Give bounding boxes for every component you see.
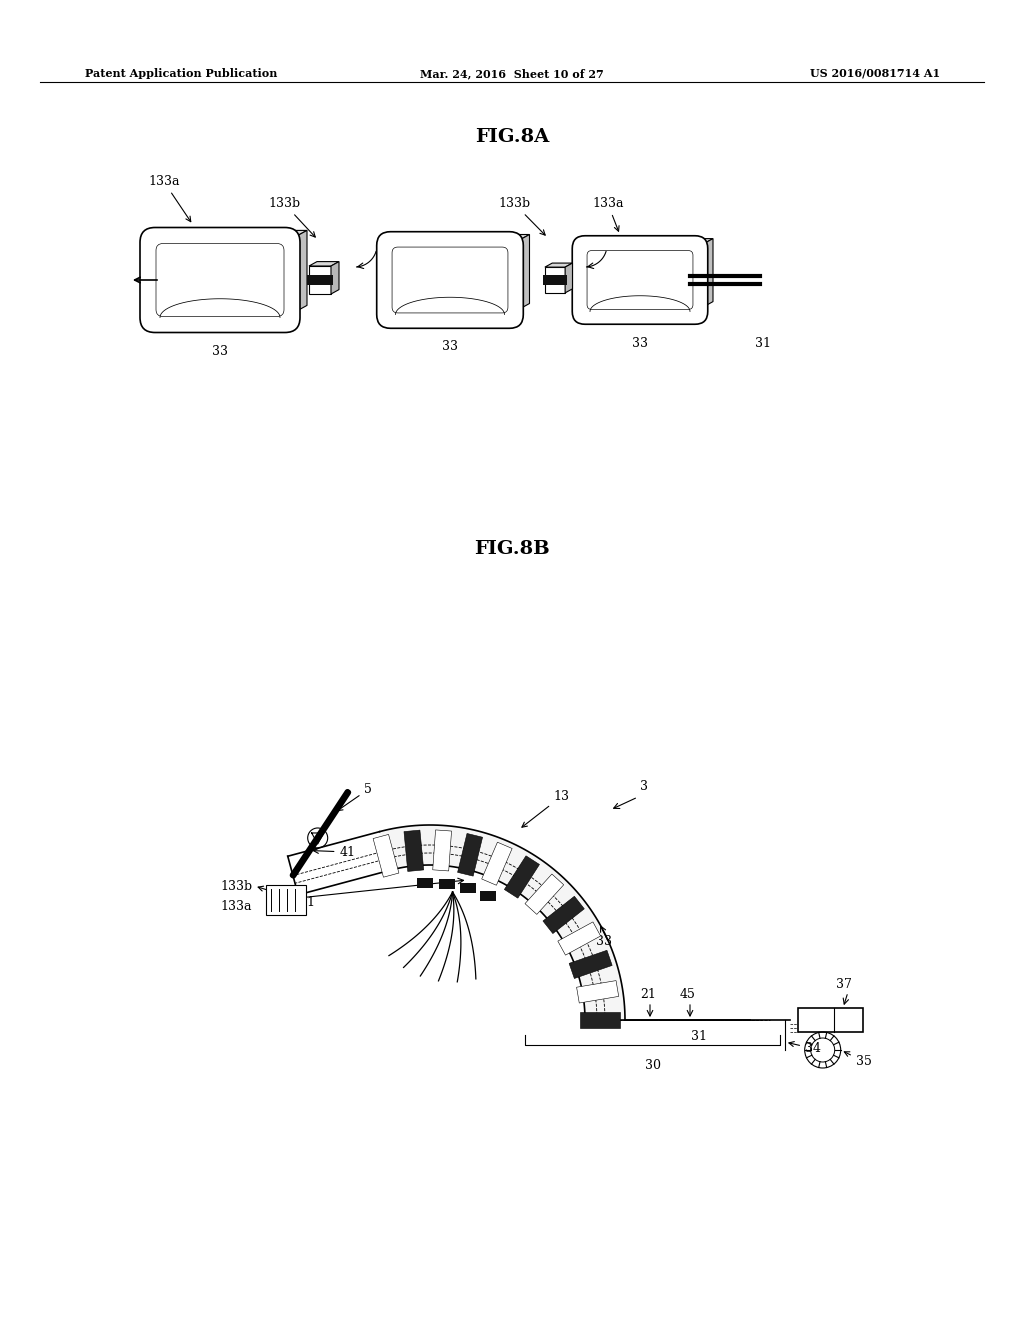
Polygon shape (309, 261, 339, 267)
Polygon shape (577, 981, 618, 1003)
Text: 33: 33 (596, 935, 612, 948)
Polygon shape (585, 239, 713, 248)
Text: 3: 3 (640, 780, 648, 793)
Text: 45: 45 (680, 987, 696, 1001)
Polygon shape (458, 833, 482, 876)
Text: 41: 41 (313, 846, 355, 858)
Bar (798, 1008, 863, 1032)
Polygon shape (331, 261, 339, 294)
Bar (460, 883, 476, 894)
Polygon shape (481, 842, 512, 886)
Text: US 2016/0081714 A1: US 2016/0081714 A1 (810, 69, 940, 79)
Polygon shape (404, 830, 424, 871)
Polygon shape (505, 855, 540, 898)
Text: 133b: 133b (268, 197, 315, 238)
Text: 33: 33 (212, 345, 228, 358)
Bar (417, 878, 433, 888)
Text: 35: 35 (845, 1052, 871, 1068)
Text: 30: 30 (644, 1059, 660, 1072)
Polygon shape (558, 921, 601, 956)
Text: 33: 33 (632, 337, 648, 350)
Text: 133a: 133a (220, 900, 252, 913)
Bar (307, 275, 333, 285)
FancyBboxPatch shape (140, 227, 300, 333)
Text: 33: 33 (442, 341, 458, 352)
Text: 13: 13 (522, 789, 569, 828)
Polygon shape (309, 267, 331, 294)
Polygon shape (373, 834, 399, 878)
Bar (543, 275, 567, 285)
Polygon shape (510, 235, 529, 314)
Polygon shape (433, 830, 452, 871)
Text: 31: 31 (691, 1030, 708, 1043)
Text: Mar. 24, 2016  Sheet 10 of 27: Mar. 24, 2016 Sheet 10 of 27 (420, 69, 604, 79)
Polygon shape (390, 235, 529, 246)
Text: Patent Application Publication: Patent Application Publication (85, 69, 278, 79)
Polygon shape (285, 231, 307, 318)
Text: 133a: 133a (148, 176, 190, 222)
FancyBboxPatch shape (572, 236, 708, 325)
FancyBboxPatch shape (377, 232, 523, 329)
Polygon shape (545, 267, 565, 293)
Text: 133b: 133b (498, 197, 545, 235)
Bar (480, 891, 496, 900)
Polygon shape (380, 825, 625, 1020)
Text: 31: 31 (755, 337, 771, 350)
Polygon shape (565, 263, 572, 293)
Polygon shape (543, 896, 585, 933)
Polygon shape (695, 239, 713, 312)
Polygon shape (545, 263, 572, 267)
Text: 21: 21 (640, 987, 656, 1001)
Text: FIG.8A: FIG.8A (475, 128, 549, 147)
Text: 133a: 133a (592, 197, 624, 231)
Polygon shape (569, 950, 612, 978)
Text: 5: 5 (338, 783, 372, 810)
Text: 11: 11 (258, 886, 315, 909)
Text: FIG.8B: FIG.8B (474, 540, 550, 558)
Text: 37: 37 (836, 978, 852, 991)
Bar (265, 884, 306, 915)
Text: 34: 34 (788, 1041, 821, 1055)
Text: 133b: 133b (220, 880, 252, 894)
Bar (438, 879, 455, 890)
Polygon shape (525, 874, 564, 915)
Polygon shape (155, 231, 307, 243)
Polygon shape (580, 1012, 620, 1028)
